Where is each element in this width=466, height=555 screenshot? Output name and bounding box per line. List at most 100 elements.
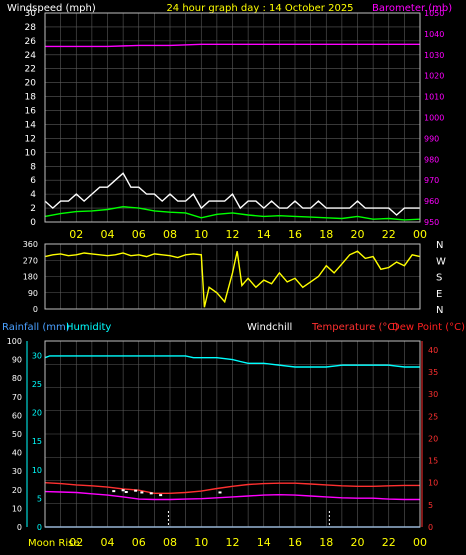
humidity-tick: 40: [12, 449, 22, 458]
legend-rainfall: Rainfall (mm): [2, 322, 70, 333]
humidity-tick: 90: [12, 356, 22, 365]
direction-degree-tick: 90: [28, 289, 38, 298]
direction-compass-tick: N: [436, 305, 443, 316]
wind-panel-frame: [44, 12, 421, 223]
hour-label: 10: [194, 228, 208, 241]
hour-label: 16: [288, 536, 302, 549]
hour-label: 08: [163, 536, 177, 549]
humidity-tick: 70: [12, 393, 22, 402]
windspeed-tick: 28: [25, 23, 37, 33]
wind-grid: [45, 13, 420, 222]
hour-label: 02: [69, 228, 83, 241]
windchill-point: [140, 491, 144, 494]
windspeed-tick: 12: [25, 134, 36, 144]
humidity-series: [44, 355, 420, 368]
barometer-tick: 970: [424, 176, 439, 185]
direction-compass-tick: W: [436, 256, 446, 267]
hour-label: 16: [288, 228, 302, 241]
direction-compass-tick: N: [436, 240, 443, 251]
windspeed-tick: 8: [30, 162, 36, 172]
hour-label: 20: [351, 536, 365, 549]
temperature-tick: 0: [428, 523, 433, 532]
rain-humidity-temperature-panel: 0 10 20 30 40 50 60 70 80 90 100 0 5 10 15 20 25 30 0 5 10…: [7, 337, 438, 532]
barometer-tick: 950: [424, 218, 439, 227]
rainfall-tick: 30: [32, 351, 42, 360]
temperature-tick: 25: [428, 412, 438, 421]
wind-direction-series: [44, 250, 421, 308]
direction-compass-tick: S: [436, 273, 442, 284]
humidity-tick: 0: [17, 523, 22, 532]
windchill-point: [159, 494, 163, 497]
barometer-tick: 1030: [424, 51, 444, 60]
rainfall-tick: 0: [37, 523, 42, 532]
barometer-tick: 1040: [424, 30, 444, 39]
climate-panel-frame: [44, 340, 421, 528]
barometer-tick: 1010: [424, 93, 444, 102]
windspeed-tick: 26: [25, 37, 37, 47]
humidity-tick: 10: [12, 504, 22, 513]
direction-degree-tick: 270: [23, 256, 38, 265]
hour-label: 18: [319, 536, 333, 549]
humidity-tick: 80: [12, 374, 22, 383]
direction-panel-frame: [44, 243, 421, 310]
temperature-tick: 40: [428, 346, 438, 355]
hour-label: 22: [382, 536, 396, 549]
hour-label: 06: [132, 536, 146, 549]
rainfall-tick: 5: [37, 494, 42, 503]
barometer-tick: 1020: [424, 72, 444, 81]
humidity-tick: 20: [12, 486, 22, 495]
temperature-tick: 20: [428, 434, 438, 443]
wind-gust-series: [44, 172, 420, 216]
temperature-series: [44, 482, 420, 494]
temperature-tick-labels: 0 5 10 15 20 25 30 35 40: [421, 341, 438, 532]
windchill-point: [121, 489, 125, 492]
windchill-point: [134, 489, 138, 492]
windspeed-tick: 0: [30, 218, 36, 228]
barometer-tick-labels: 950 960 970 980 990 1000 1010 1020 1030 1040 1050: [424, 9, 444, 227]
barometer-tick: 960: [424, 197, 439, 206]
windchill-point: [124, 491, 128, 494]
hour-label: 14: [257, 228, 271, 241]
hour-label: 06: [132, 228, 146, 241]
hour-label: 14: [257, 536, 271, 549]
hour-label: 00: [413, 228, 427, 241]
windspeed-tick: 22: [25, 65, 36, 75]
hour-label: 10: [194, 536, 208, 549]
windspeed-tick: 14: [25, 120, 37, 130]
legend-dewpoint: Dew Point (°C): [392, 322, 465, 333]
rainfall-tick: 20: [32, 409, 42, 418]
dewpoint-series: [44, 490, 420, 501]
barometer-series: [45, 43, 420, 48]
legend-temperature: Temperature (°C): [311, 322, 398, 333]
temperature-tick: 10: [428, 479, 438, 488]
hour-label: 04: [101, 228, 115, 241]
hour-label: 00: [413, 536, 427, 549]
rainfall-tick-labels: 0 5 10 15 20 25 30: [26, 341, 42, 532]
windchill-points: [112, 489, 222, 497]
humidity-tick: 30: [12, 467, 22, 476]
moon-rise-label: Moon Rise: [28, 538, 79, 549]
barometer-tick: 1050: [424, 9, 444, 18]
rainfall-tick: 10: [32, 466, 42, 475]
windspeed-tick: 18: [25, 93, 37, 103]
hour-label: 02: [69, 536, 83, 549]
direction-degree-labels: 0 90 180 270 360: [23, 240, 38, 314]
rainfall-tick: 25: [32, 380, 42, 389]
windchill-point: [218, 491, 222, 494]
windspeed-tick: 10: [25, 148, 37, 158]
humidity-tick: 100: [7, 337, 22, 346]
humidity-tick-labels: 0 10 20 30 40 50 60 70 80 90 100: [7, 337, 22, 532]
windspeed-tick: 30: [25, 9, 37, 19]
direction-degree-tick: 180: [23, 273, 38, 282]
temperature-tick: 35: [428, 368, 438, 377]
wind-speed-series: [44, 205, 421, 221]
windspeed-tick: 16: [25, 107, 37, 117]
hour-label: 12: [226, 536, 240, 549]
hour-labels-bottom: 02 04 06 08 10 12 14 16 18 20 22 00: [69, 536, 427, 549]
barometer-tick: 990: [424, 134, 439, 143]
humidity-tick: 60: [12, 411, 22, 420]
